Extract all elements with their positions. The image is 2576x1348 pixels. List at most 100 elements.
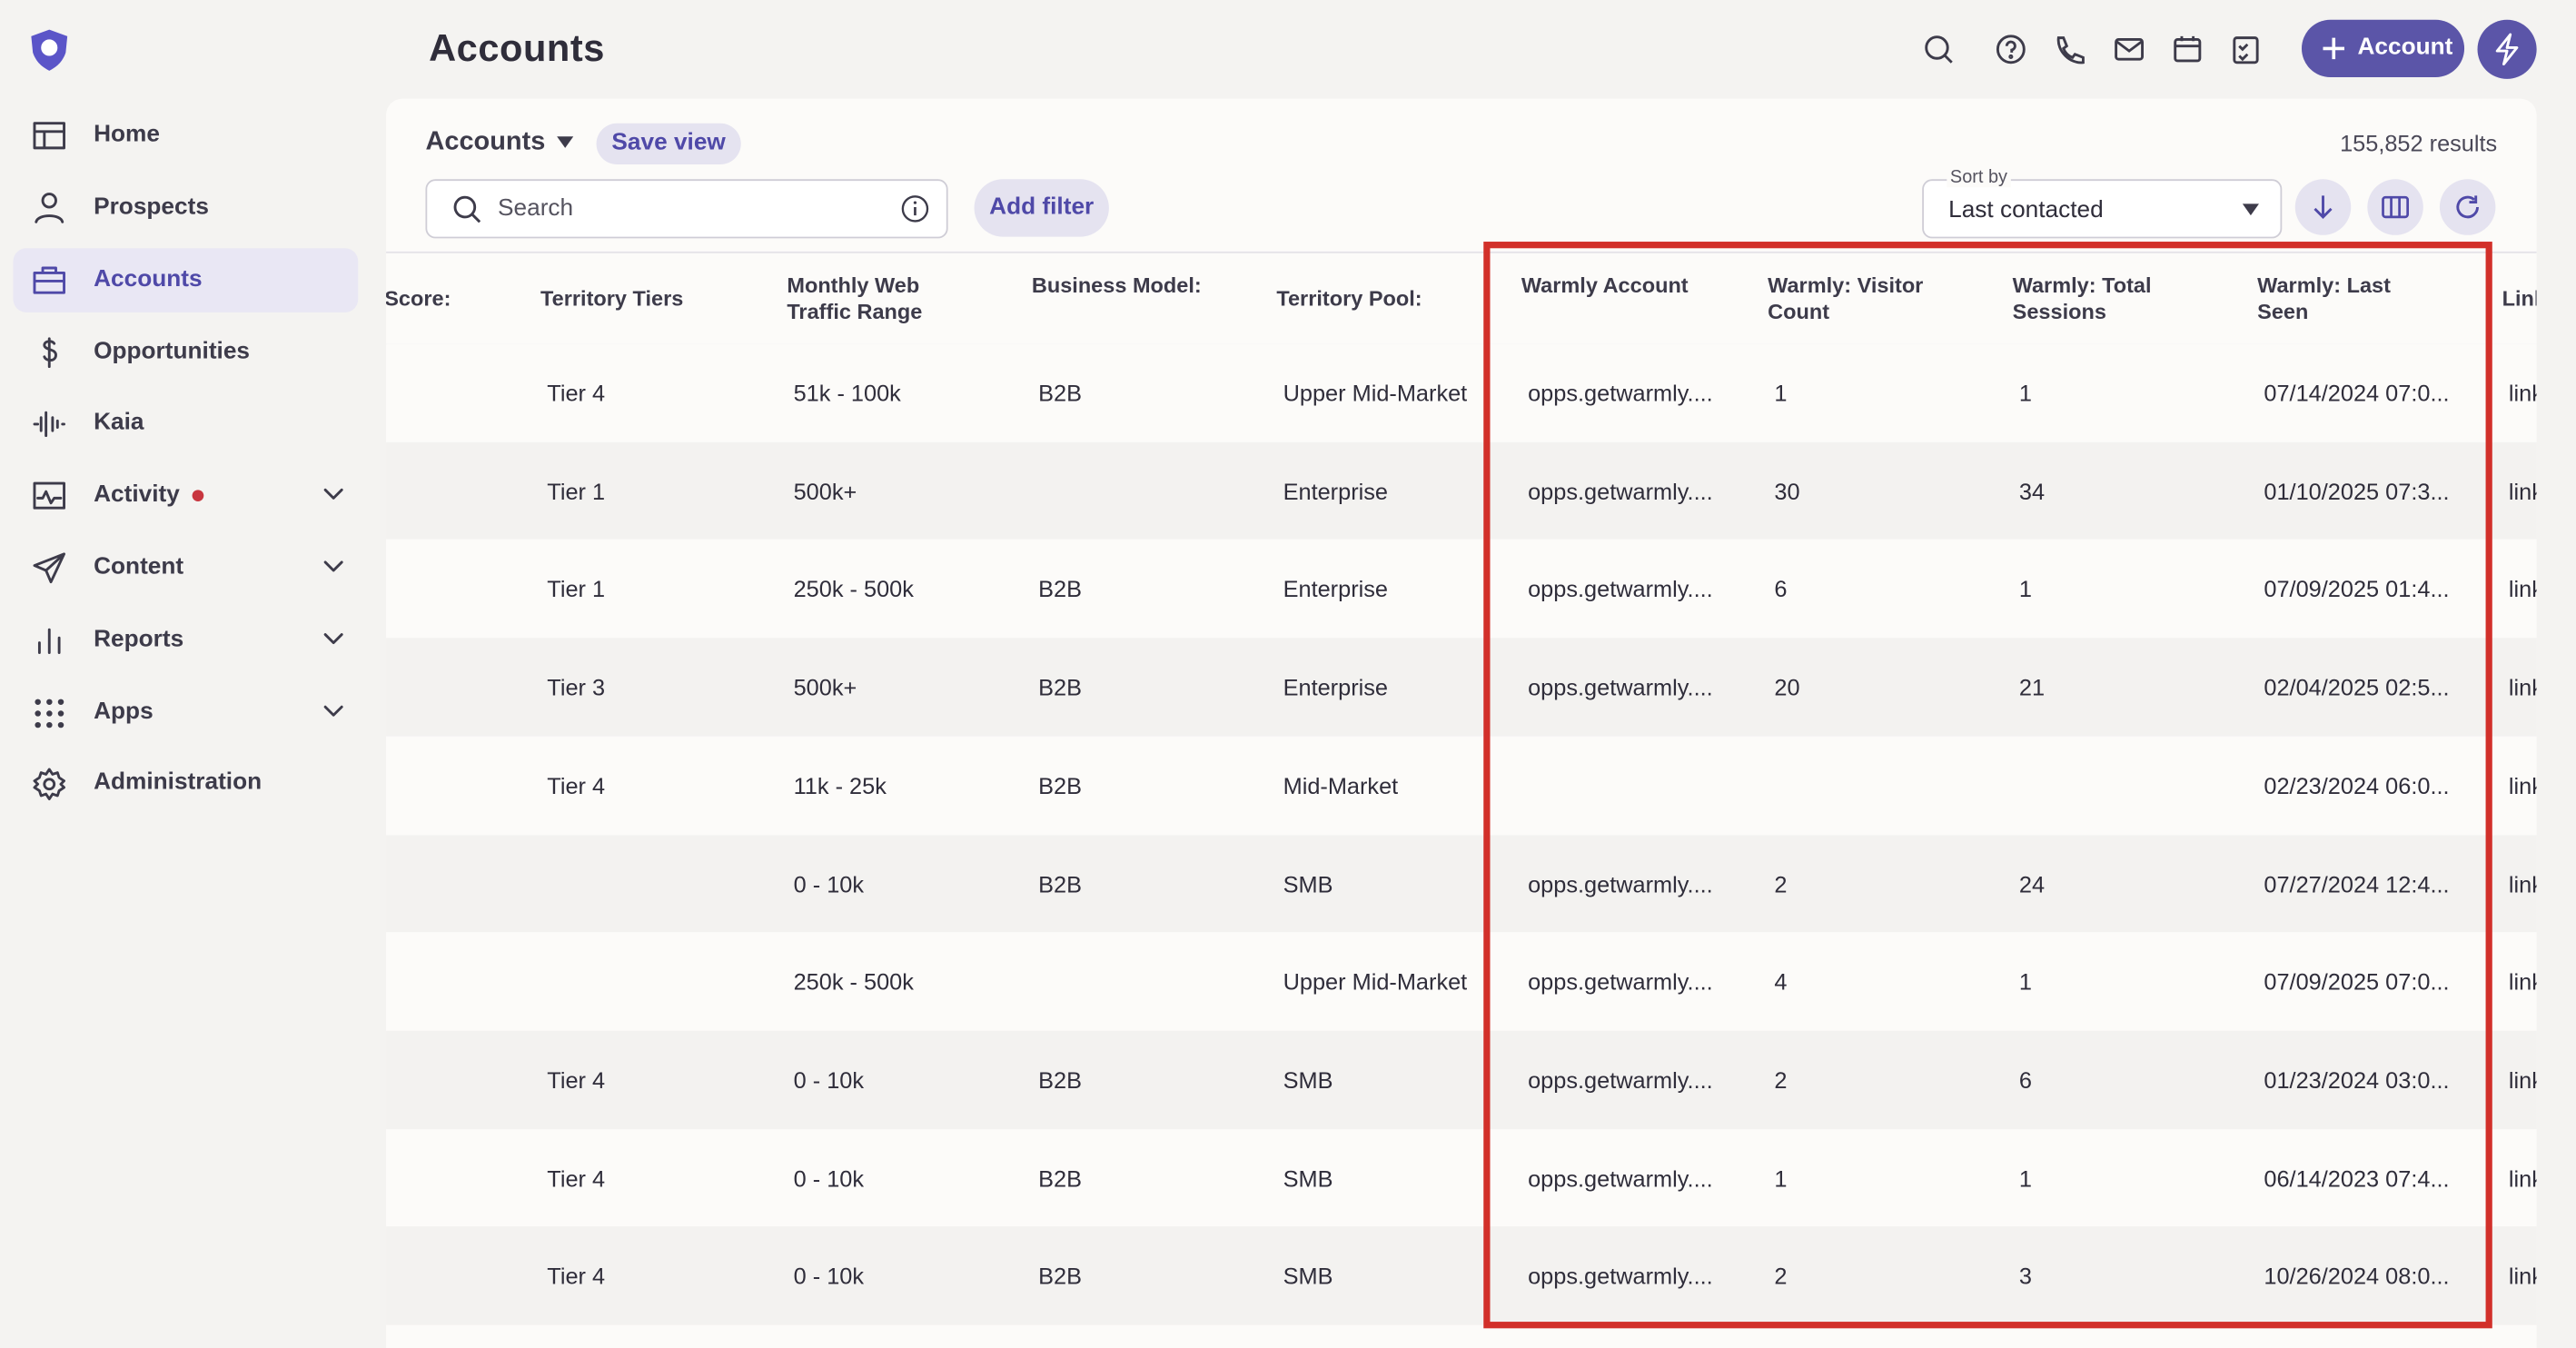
table-cell: 20 [1774,674,1800,701]
table-cell: SMB [1283,1066,1333,1094]
table-cell: 4 [1774,968,1788,996]
new-account-button[interactable]: Account [2301,19,2465,78]
table-cell: 0 - 10k [793,1165,865,1192]
table-cell: 02/23/2024 06:0... [2264,772,2450,799]
table-cell: 30 [1774,478,1800,505]
table-row[interactable]: 0 - 10k B2B SMB opps.getwarmly.... 2 24 07/27/… [386,834,2537,934]
table-cell: link [2508,772,2537,799]
nav-item[interactable]: Activity [13,463,358,528]
quick-action-button[interactable] [2477,19,2537,79]
column-header: Warmly Account [1521,273,1689,298]
table-cell: 2 [1774,870,1788,897]
table-cell: 250k - 500k [793,968,914,996]
icon [33,552,65,584]
table-cell: 6 [2018,1066,2032,1094]
table-cell: B2B [1038,1263,1082,1290]
icon [33,768,65,801]
nav-item[interactable]: Kaia [13,392,358,456]
table-cell: opps.getwarmly.... [1528,1263,1713,1290]
search-placeholder: Search [498,195,574,223]
view-selector[interactable]: Accounts [425,128,546,156]
table-cell: 1 [2018,968,2032,996]
table-cell: 07/27/2024 12:4... [2264,870,2450,897]
nav-item[interactable]: Prospects [13,176,358,241]
sort-select[interactable]: Sort by Last contacted [1922,167,2283,239]
table-row[interactable]: Tier 4 51k - 100k B2B Upper Mid-Market opps.… [386,343,2537,442]
logo[interactable] [26,26,73,73]
column-header: LinkedIn [2502,285,2537,312]
icon [33,481,65,510]
sort-label: Sort by [1947,167,2011,188]
caret [557,136,574,148]
plus-icon [2323,37,2345,60]
table-cell: 1 [1774,1165,1788,1192]
table-cell: 34 [2018,478,2046,505]
icon [43,337,57,369]
table-row[interactable]: Tier 1 500k+ Enterprise opps.getwarmly.... 3… [386,441,2537,540]
table-cell: 6 [1774,576,1788,603]
table-cell: link [2508,380,2537,407]
nav-item[interactable]: Opportunities [13,321,358,385]
nav-item[interactable]: Apps [13,680,358,745]
table-row[interactable]: Tier 4 11k - 25k B2B Mid-Market 02/23/2024 0… [386,736,2537,836]
icon [323,560,343,572]
accounts-table: Score: Territory Tiers Monthly Web Traffic… [386,251,2537,1348]
table-cell: B2B [1038,674,1082,701]
table-cell: link [2508,1066,2537,1094]
column-header: Score: [386,285,451,312]
icon [37,628,61,654]
nav-item[interactable]: Reports [13,609,358,673]
table-cell: Upper Mid-Market [1283,968,1468,996]
table-cell: 07/09/2025 01:4... [2264,576,2450,603]
table-cell: opps.getwarmly.... [1528,478,1713,505]
nav-label: Kaia [94,409,144,436]
table-cell: Enterprise [1283,478,1389,505]
table-cell: link [2508,1263,2537,1290]
accounts-panel: Accounts Save view 155,852 results Searc… [386,98,2537,1348]
caret [2242,203,2259,216]
table-cell: 3 [2018,1263,2032,1290]
columns-button[interactable] [2367,179,2423,235]
nav-item[interactable]: Home [13,104,358,168]
table-cell: opps.getwarmly.... [1528,576,1713,603]
table-cell: 51k - 100k [793,380,901,407]
table-row[interactable]: Tier 4 0 - 10k B2B SMB opps.getwarmly.... 2 3 1… [386,1226,2537,1326]
table-row[interactable]: 250k - 500k Upper Mid-Market opps.getwarml… [386,932,2537,1032]
table-row[interactable]: Tier 3 500k+ B2B Enterprise opps.getwarmly..… [386,638,2537,737]
column-header: Warmly: Total Sessions [2012,273,2152,324]
table-cell: Tier 3 [547,674,606,701]
table-cell: Tier 4 [547,1066,606,1094]
table-cell: Tier 4 [547,772,606,799]
icon [33,122,65,150]
column-header: Warmly: Visitor Count [1768,273,1924,324]
table-cell: B2B [1038,870,1082,897]
table-cell: opps.getwarmly.... [1528,968,1713,996]
search-icon [453,195,481,223]
bolt-icon [2495,33,2519,66]
results-count: 155,852 results [2340,129,2498,156]
table-row[interactable]: Tier 4 0 - 10k B2B SMB opps.getwarmly.... 1 1 0… [386,1128,2537,1228]
table-cell: 0 - 10k [793,870,865,897]
sort-direction-button[interactable] [2294,179,2352,235]
column-header: Warmly: Last Seen [2257,273,2391,324]
table-row[interactable]: Tier 4 0 - 10k B2B SMB opps.getwarmly.... 2 6 0… [386,1030,2537,1130]
nav-item[interactable]: Administration [13,751,358,816]
nav-label: Reports [94,626,184,653]
add-filter-button[interactable]: Add filter [974,179,1109,237]
nav-item[interactable]: Content [13,536,358,600]
header-icons[interactable] [1919,30,2297,69]
search-box[interactable]: Search [425,179,948,239]
table-cell: link [2508,478,2537,505]
nav-item[interactable]: Accounts [13,248,359,312]
table-row[interactable]: Tier 1 250k - 500k B2B Enterprise opps.getwa… [386,540,2537,639]
table-cell: Tier 1 [547,478,606,505]
columns-icon [2382,195,2410,219]
table-cell: 500k+ [793,478,857,505]
nav-label: Home [94,121,160,148]
button-label: Account [2357,35,2453,61]
column-header: Territory Pool: [1276,285,1422,312]
save-view-button[interactable]: Save view [596,123,741,164]
refresh-button[interactable] [2439,179,2496,235]
table-cell: opps.getwarmly.... [1528,674,1713,701]
icon [33,411,65,438]
